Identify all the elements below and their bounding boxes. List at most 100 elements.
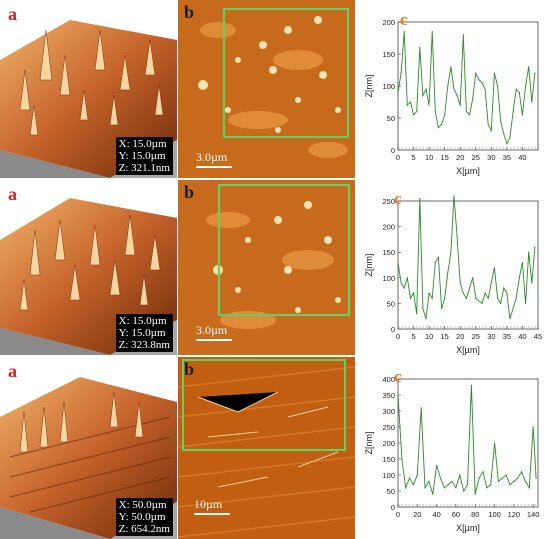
- profile-point: [512, 111, 514, 113]
- y-axis-label: Z[nm]: [364, 253, 374, 276]
- profile-point: [432, 493, 434, 495]
- profile-point: [425, 88, 427, 90]
- profile-point: [486, 487, 488, 489]
- profile-chart-panel-1: 0 50 100 150 200 0 5 10 15 20 25 30 35 40 X[µm] Z[nm] c: [362, 8, 546, 180]
- x-tick-label: 60: [452, 510, 460, 519]
- profile-point: [459, 282, 461, 284]
- profile-point: [465, 111, 468, 113]
- profile-point: [493, 442, 496, 444]
- x-axis-label: X[µm]: [456, 166, 480, 176]
- profile-point: [439, 477, 442, 479]
- profile-point: [520, 471, 523, 473]
- afm-topography-panel-2: b 3.0µm: [178, 180, 355, 355]
- profile-point: [500, 120, 502, 122]
- profile-point: [515, 297, 517, 299]
- profile-point: [462, 34, 464, 36]
- profile-point: [447, 85, 449, 87]
- profile-point: [406, 104, 408, 106]
- y-axis-label: Z[nm]: [364, 431, 374, 454]
- scale-bar-2: [196, 339, 232, 341]
- panel-label-c-3: c: [394, 367, 402, 386]
- afm-3d-panel-3: a X: 50.0µm Y: 50.0µm Z: 654.2nm: [0, 357, 177, 539]
- profile-point: [466, 484, 469, 486]
- profile-point: [484, 292, 486, 294]
- height-profile-line: [397, 31, 536, 145]
- y-tick-label: 100: [382, 82, 395, 91]
- profile-point: [496, 85, 499, 87]
- y-tick-label: 200: [382, 223, 395, 232]
- panel-label-c-2: c: [394, 189, 402, 208]
- profile-point: [459, 474, 461, 476]
- profile-point: [465, 297, 468, 299]
- profile-point: [453, 195, 455, 197]
- profile-point: [513, 480, 515, 482]
- profile-point: [468, 114, 471, 116]
- profile-point: [531, 282, 533, 284]
- profile-point: [437, 127, 440, 129]
- profile-point: [503, 133, 505, 135]
- profile-point: [419, 197, 421, 200]
- profile-point: [468, 287, 471, 289]
- x-tick-label: 80: [471, 510, 479, 519]
- panel-label-a-3: a: [8, 361, 17, 381]
- profile-point: [409, 297, 412, 299]
- y-tick-label: 0: [391, 503, 395, 512]
- scale-label-2: 3.0µm: [196, 323, 228, 337]
- x-tick-label: 140: [527, 510, 540, 519]
- profile-point: [416, 111, 418, 113]
- y-tick-label: 50: [387, 114, 395, 123]
- dimension-box-2: X: 15.0µm Y: 15.0µm Z: 323.8nm: [115, 314, 173, 352]
- profile-point: [470, 384, 472, 386]
- y-tick-label: 150: [382, 248, 395, 257]
- profile-chart-panel-3: 0 50 100 150 200 250 300 350 400 0 20 40 60 80 100 120 1…: [362, 365, 546, 537]
- x-tick-label: 30: [487, 153, 495, 162]
- x-tick-label: 25: [472, 153, 480, 162]
- profile-point: [416, 313, 418, 315]
- profile-point: [490, 282, 492, 284]
- scale-bar-1: [196, 166, 232, 168]
- x-tick-label: 40: [518, 153, 526, 162]
- dimension-box-3: X: 50.0µm Y: 50.0µm Z: 654.2nm: [115, 498, 173, 536]
- profile-point: [528, 66, 530, 68]
- profile-point: [453, 88, 455, 90]
- profile-point: [524, 302, 527, 304]
- profile-point: [425, 318, 427, 320]
- dim-z-3: Z: 654.2nm: [118, 523, 170, 535]
- x-tick-label: 0: [396, 332, 400, 341]
- profile-point: [478, 477, 480, 479]
- profile-point: [500, 302, 502, 304]
- roi-rectangle-3: [182, 359, 346, 451]
- x-tick-label: 5: [411, 153, 415, 162]
- x-tick-label: 120: [508, 510, 521, 519]
- profile-point: [451, 480, 453, 482]
- profile-point: [472, 277, 474, 279]
- profile-point: [400, 282, 402, 284]
- profile-point: [481, 82, 483, 84]
- profile-point: [475, 297, 477, 299]
- profile-point: [403, 31, 405, 33]
- dim-x-1: X: 15.0µm: [118, 138, 167, 150]
- dim-y-2: Y: 15.0µm: [118, 327, 166, 339]
- profile-point: [503, 287, 505, 289]
- profile-point: [497, 480, 500, 482]
- profile-point: [496, 297, 499, 299]
- profile-point: [482, 471, 484, 473]
- profile-point: [509, 136, 511, 138]
- dim-y-3: Y: 50.0µm: [118, 511, 166, 523]
- profile-point: [444, 114, 446, 116]
- x-tick-label: 100: [488, 510, 501, 519]
- panel-label-c-1: c: [400, 10, 408, 29]
- x-tick-label: 0: [396, 153, 400, 162]
- x-tick-label: 45: [534, 332, 542, 341]
- profile-point: [478, 300, 480, 302]
- panel-label-a-1: a: [8, 4, 17, 24]
- profile-point: [517, 477, 519, 479]
- x-tick-label: 40: [432, 510, 440, 519]
- profile-point: [490, 484, 492, 486]
- profile-point: [409, 101, 412, 103]
- profile-point: [444, 297, 446, 299]
- profile-point: [512, 307, 514, 310]
- dimension-box-1: X: 15.0µm Y: 15.0µm Z: 321.1nm: [115, 137, 173, 175]
- profile-point: [450, 66, 452, 68]
- profile-point: [412, 114, 415, 116]
